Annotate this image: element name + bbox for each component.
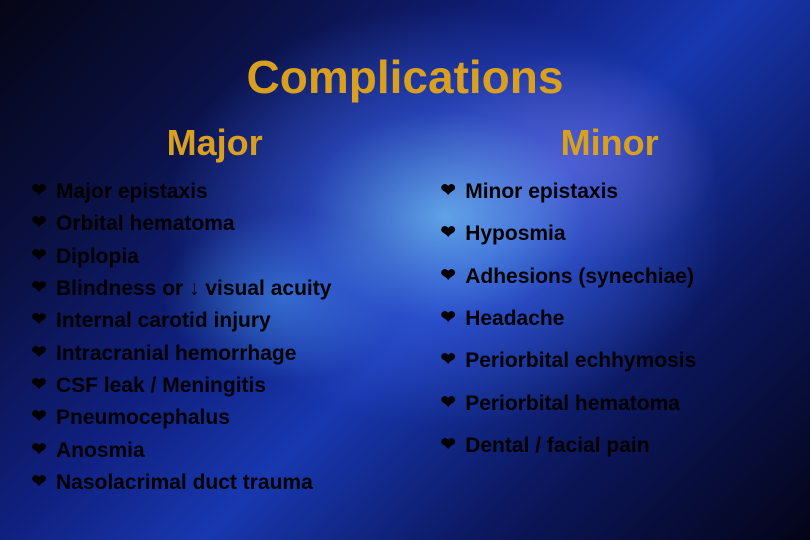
item-text: Intracranial hemorrhage [56,340,399,368]
major-column: Major ❤Major epistaxis❤Orbital hematoma❤… [30,122,399,501]
heart-bullet-icon: ❤ [30,307,48,331]
item-text: Pneumocephalus [56,404,399,432]
item-text: Anosmia [56,437,399,465]
heart-bullet-icon: ❤ [439,263,457,287]
heart-bullet-icon: ❤ [30,178,48,202]
item-text: Hyposmia [465,220,780,248]
list-item: ❤ Anosmia [30,437,399,465]
list-item: ❤ Major epistaxis [30,178,399,206]
heart-bullet-icon: ❤ [30,404,48,428]
list-item: ❤ Intracranial hemorrhage [30,340,399,368]
heart-bullet-icon: ❤ [439,390,457,414]
item-text: Major epistaxis [56,178,399,206]
minor-column: Minor ❤ Minor epistaxis ❤ Hyposmia ❤ Adhesion… [439,122,780,501]
list-item: ❤ Diplopia [30,243,399,271]
item-text: Orbital hematoma [56,210,399,238]
heart-bullet-icon: ❤ [439,178,457,202]
list-item: ❤ CSF leak / Meningitis [30,372,399,400]
item-text: Internal carotid injury [56,307,399,335]
list-item: ❤ Internal carotid injury [30,307,399,335]
list-item: ❤ Adhesions (synechiae) [439,263,780,291]
list-item: ❤ Hyposmia [439,220,780,248]
item-text: Periorbital hematoma [465,390,780,418]
list-item: ❤ Periorbital hematoma [439,390,780,418]
item-text: Minor epistaxis [465,178,780,206]
item-text: Adhesions (synechiae) [465,263,780,291]
heart-bullet-icon: ❤ [439,347,457,371]
item-text: CSF leak / Meningitis [56,372,399,400]
list-item: ❤ Nasolacrimal duct trauma [30,469,399,497]
slide-title: Complications [30,50,780,104]
item-text: Diplopia [56,243,399,271]
list-item: ❤ Minor epistaxis [439,178,780,206]
heart-bullet-icon: ❤ [30,437,48,461]
heart-bullet-icon: ❤ [30,372,48,396]
list-item: ❤ Blindness or ↓ visual acuity [30,275,399,303]
heart-bullet-icon: ❤ [30,469,48,493]
slide: Complications Major ❤ Major epistaxis ❤ Orb… [0,0,810,540]
heart-bullet-icon: ❤ [30,210,48,234]
heart-bullet-icon: ❤ [439,220,457,244]
list-item: ❤ Periorbital echhymosis [439,347,780,375]
item-text: Headache [465,305,780,333]
list-item: ❤ Dental / facial pain [439,432,780,460]
minor-list: ❤ Minor epistaxis ❤ Hyposmia ❤ Adhesions (syn… [439,178,780,460]
heart-bullet-icon: ❤ [30,275,48,299]
list-item: ❤ Headache [439,305,780,333]
item-text: Dental / facial pain [465,432,780,460]
heart-bullet-icon: ❤ [439,432,457,456]
item-text: Nasolacrimal duct trauma [56,469,399,497]
heart-bullet-icon: ❤ [30,340,48,364]
minor-header: Minor [439,122,780,164]
item-text: Periorbital echhymosis [465,347,780,375]
heart-bullet-icon: ❤ [30,243,48,267]
list-item: ❤ Orbital hematoma [30,210,399,238]
item-text: Blindness or ↓ visual acuity [56,275,399,303]
columns-container: Major ❤Major epistaxis❤Orbital hematoma❤… [30,122,780,501]
heart-bullet-icon: ❤ [439,305,457,329]
list-item: ❤ Pneumocephalus [30,404,399,432]
major-header: Major [30,122,399,164]
major-list: ❤ Major epistaxis ❤ Orbital hematoma ❤ Diplop… [30,178,399,497]
